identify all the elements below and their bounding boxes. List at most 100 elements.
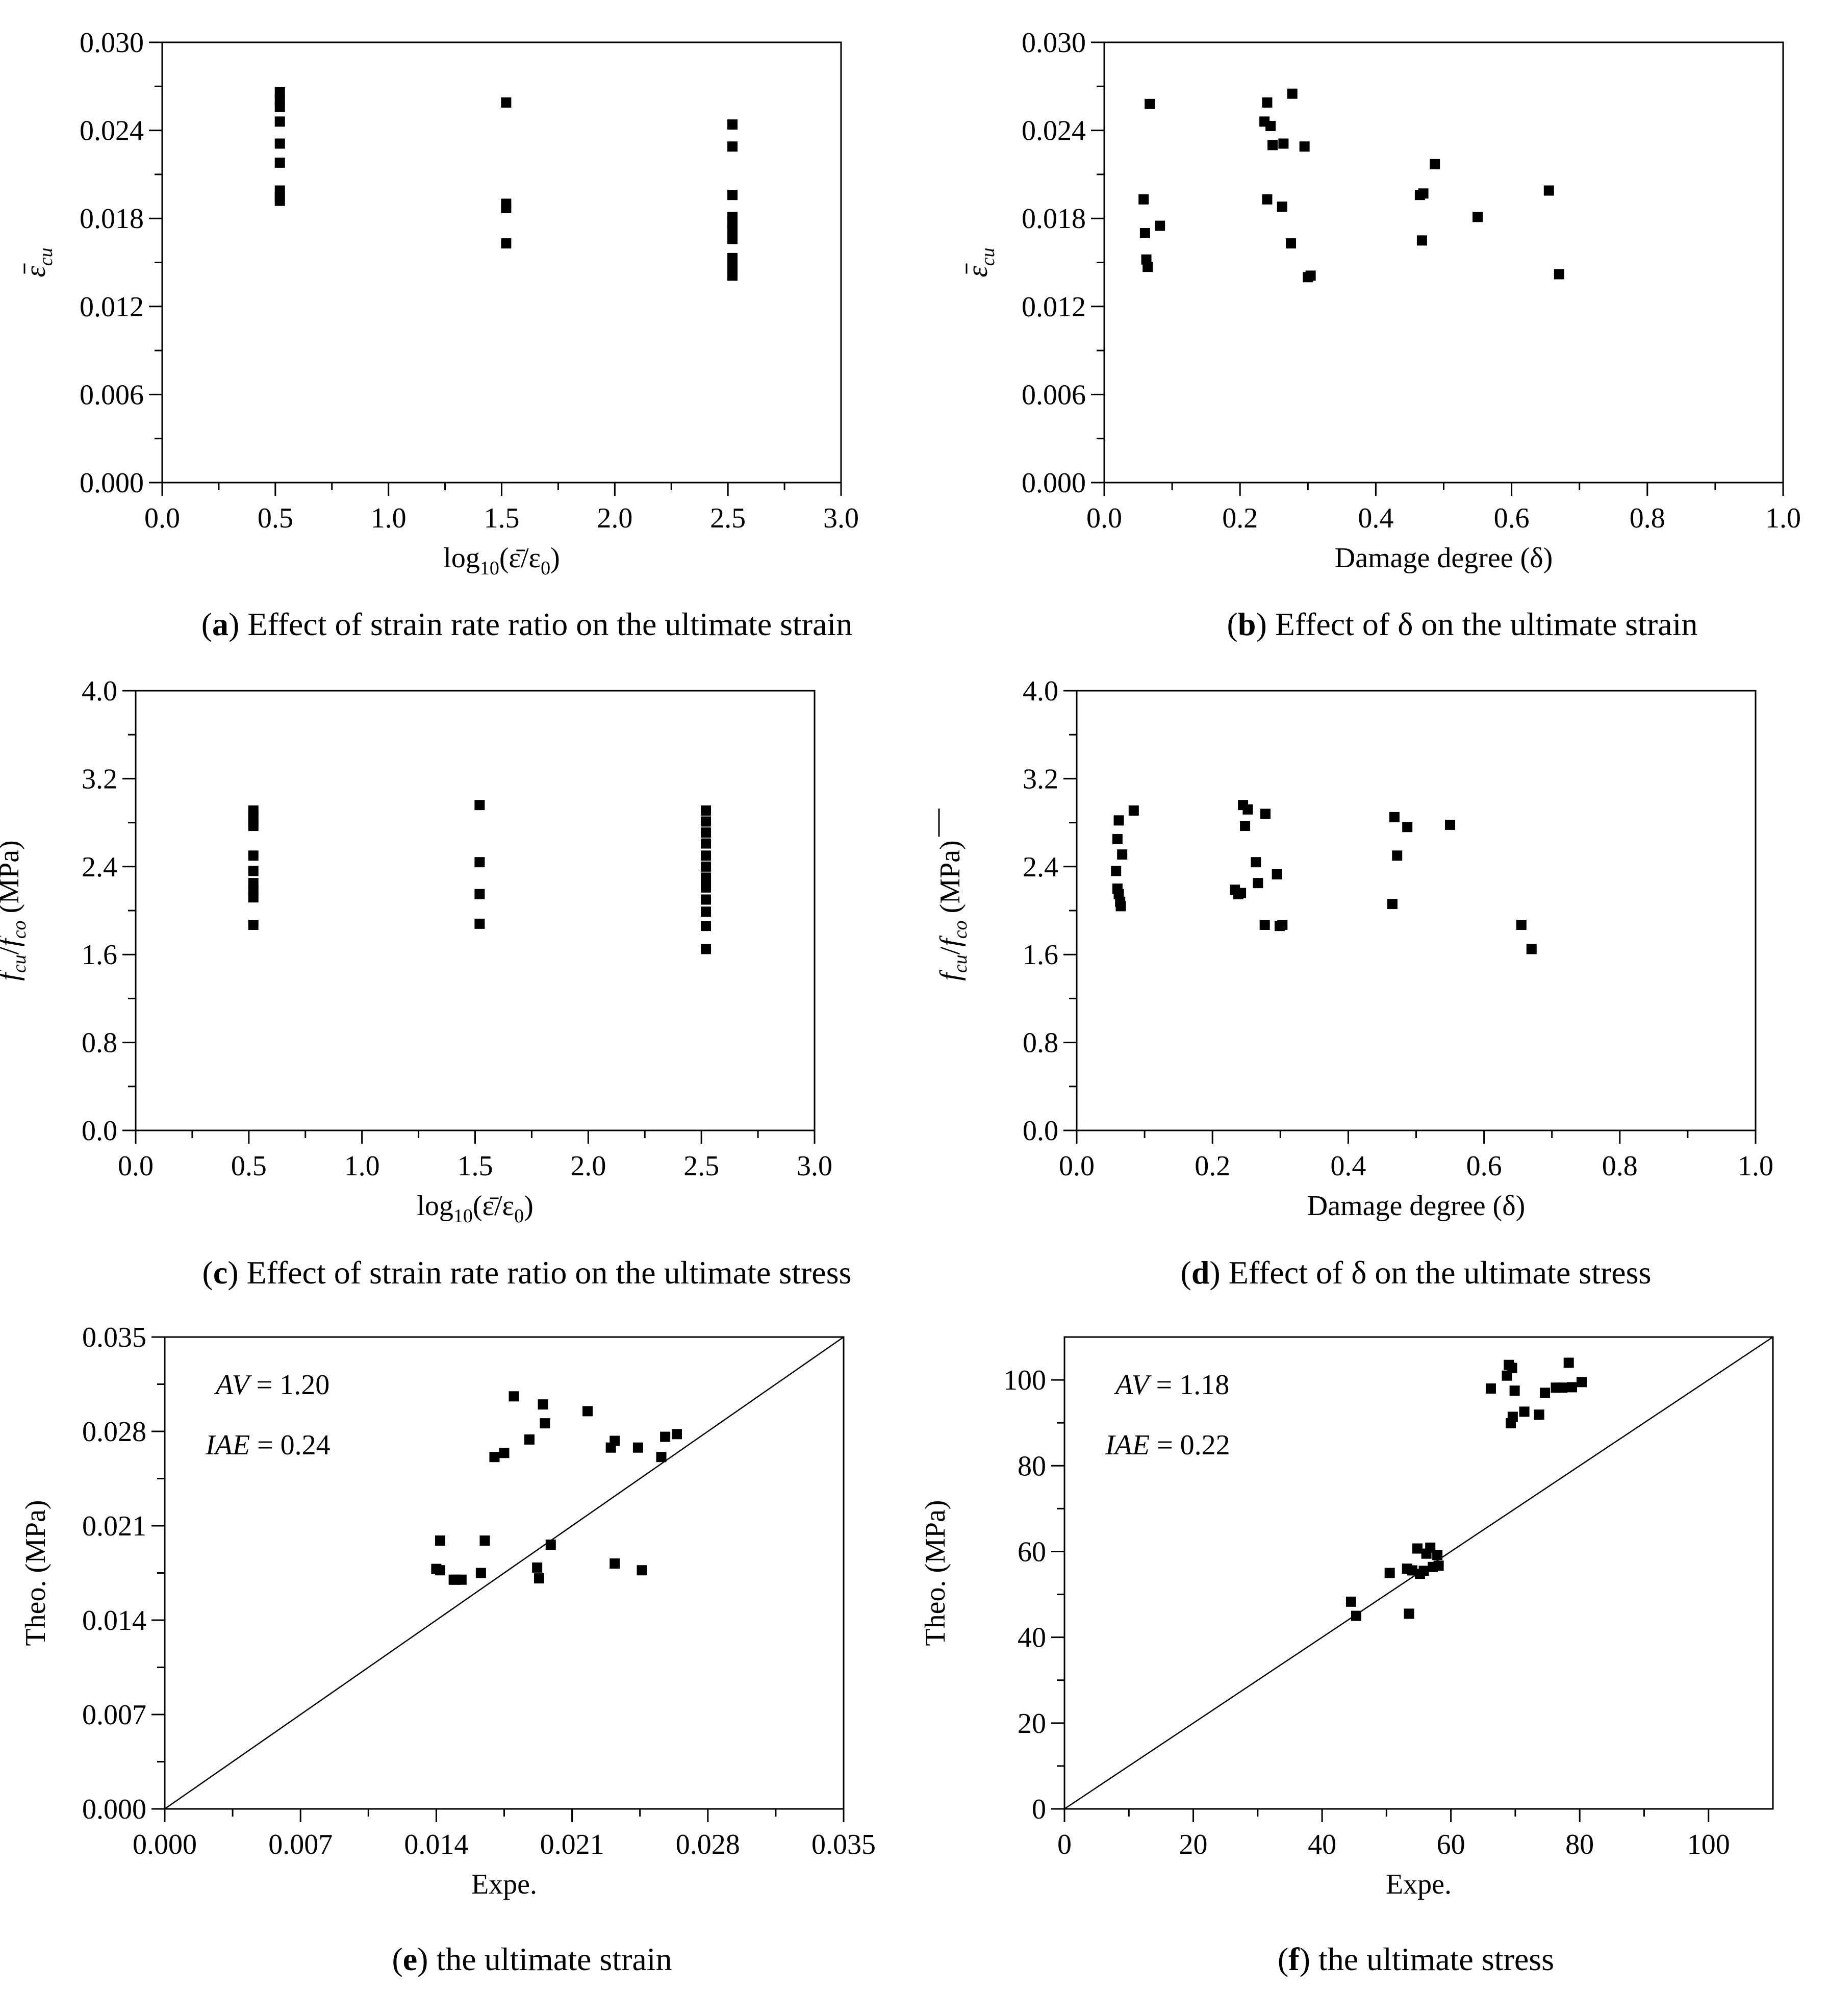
x-tick-label: 1.5 [458,1150,493,1182]
data-point [474,800,485,811]
data-point [1485,1383,1496,1394]
data-point [1507,1363,1517,1373]
data-point [1111,866,1122,876]
data-point [727,234,738,244]
data-point [1277,920,1288,930]
y-tick-label: 0.018 [80,203,144,235]
y-axis-label: εcu [962,248,999,278]
data-point [1445,819,1456,830]
y-tick-label: 2.4 [1023,851,1058,883]
data-point [1242,804,1253,815]
plot-frame-c [135,690,816,1131]
data-point [610,1558,620,1569]
panel-caption: (c) Effect of strain rate ratio on the u… [202,1254,852,1291]
data-point [1117,849,1128,860]
x-tick-label: 1.0 [371,502,407,534]
data-point [1262,97,1273,108]
data-point [524,1434,535,1445]
data-point [727,262,738,272]
data-point [701,861,712,872]
plot-frame-b [1103,41,1784,484]
y-tick-label: 3.2 [1023,763,1058,795]
data-point [1155,220,1165,231]
data-point [435,1565,446,1576]
data-point [701,872,712,883]
data-point [1433,1560,1444,1571]
data-point [489,1452,500,1463]
data-point [1113,889,1124,899]
data-point [656,1452,667,1463]
data-point [532,1562,543,1573]
x-tick-label: 0.2 [1195,1150,1230,1182]
x-tick-label: 0.035 [811,1829,876,1860]
data-point [248,850,259,861]
x-tick-label: 2.0 [597,502,632,534]
data-point [1404,1608,1414,1619]
x-tick-label: 0.4 [1330,1150,1366,1182]
data-point [1272,869,1282,879]
data-point [1418,188,1429,199]
data-point [248,866,259,876]
x-tick-label: 1.0 [1765,502,1801,534]
data-point [1389,812,1400,822]
data-point [1557,1382,1568,1393]
data-point [632,1442,643,1453]
data-point [540,1418,550,1429]
data-point [1287,88,1298,99]
data-point [1554,269,1564,280]
y-tick-label: 20 [1018,1708,1046,1740]
data-point [1265,120,1276,131]
chart-panel-a: 0.0 0.5 1.0 1.5 2.0 2.5 3.0 0.000 0.006 0.012 0.01… [20,27,859,642]
data-point [1277,201,1287,212]
x-tick-label: 2.5 [710,502,746,534]
y-tick-label: 0 [1032,1794,1046,1825]
data-point [499,1448,510,1458]
data-point [545,1540,556,1550]
x-tick-label: 60 [1437,1829,1465,1860]
x-tick-label: 3.0 [823,502,859,534]
x-tick-label: 0.0 [1086,502,1122,534]
data-point [1387,899,1398,910]
chart-panel-e: 0.000 0.007 0.014 0.021 0.028 0.035 0.000 0.007… [20,1322,876,1977]
y-tick-label: 0.014 [82,1605,146,1636]
data-point [701,894,712,905]
data-point [582,1406,593,1417]
chart-panel-f: 0 20 40 60 80 100 0 20 40 60 80 100 Expe. Theo. (MPa)… [920,1336,1774,1977]
x-axis-label: Damage degree (δ) [1307,1190,1525,1222]
x-tick-label: 80 [1565,1829,1594,1860]
data-point [1351,1610,1362,1621]
y-tick-label: 0.007 [82,1699,146,1731]
x-axis-label: Expe. [471,1869,537,1900]
data-point [1412,1543,1423,1554]
y-tick-label: 0.8 [82,1027,117,1059]
y-tick-label: 0.028 [82,1416,146,1448]
data-point [475,1568,486,1578]
y-tick-label: 0.012 [80,291,144,323]
y-tick-label: 0.024 [1022,115,1086,147]
x-axis-label: Expe. [1386,1869,1452,1900]
data-point [248,878,259,889]
y-tick-label: 40 [1018,1622,1046,1654]
data-point [1516,920,1527,930]
data-point [1260,809,1271,819]
data-point [1384,1568,1395,1578]
y-tick-label: 0.000 [80,467,144,499]
data-point [1278,138,1289,149]
plot-frame-d [1076,690,1757,1131]
y-tick-label: 0.021 [82,1510,146,1542]
data-point [1286,238,1297,249]
data-point [501,203,512,214]
data-point [479,1535,490,1546]
data-point [1299,141,1310,152]
x-tick-label: 0 [1057,1829,1072,1860]
chart-panel-d: 0.0 0.2 0.4 0.6 0.8 1.0 0.0 0.8 1.6 2.4 3.2 4.0 Dama… [934,675,1773,1291]
y-tick-label: 1.6 [82,939,117,971]
data-point [1145,98,1155,109]
stat-iae: IAE = 0.22 [1105,1429,1230,1461]
x-tick-label: 0.5 [258,502,293,534]
data-point [474,889,485,899]
y-axis-label: fcu/fco (MPa) [0,840,30,981]
panel-caption: (b) Effect of δ on the ultimate strain [1227,606,1698,642]
data-point [1430,159,1440,169]
